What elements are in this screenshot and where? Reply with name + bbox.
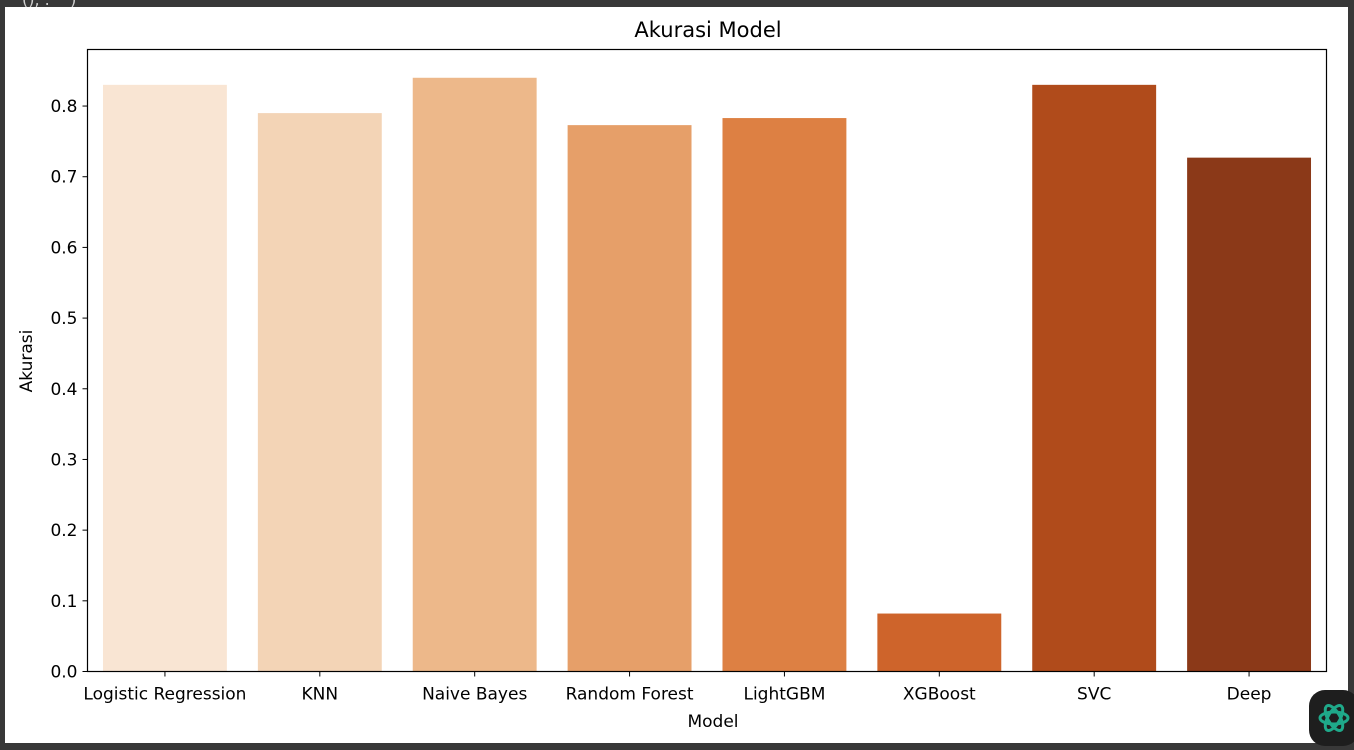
y-tick-label: 0.1 bbox=[50, 592, 77, 612]
bar-svc bbox=[1032, 84, 1157, 672]
x-tick-label: Logistic Regression bbox=[83, 685, 246, 705]
x-tick-label: Naive Bayes bbox=[422, 685, 527, 705]
y-tick-label: 0.5 bbox=[50, 309, 77, 329]
bar-naive-bayes bbox=[412, 77, 537, 672]
assistant-badge[interactable] bbox=[1309, 690, 1354, 746]
x-tick-label: KNN bbox=[302, 685, 339, 705]
y-tick-label: 0.8 bbox=[50, 97, 77, 117]
y-tick-label: 0.2 bbox=[50, 521, 77, 541]
bar-deep bbox=[1187, 157, 1312, 672]
bar-logistic-regression bbox=[102, 84, 227, 672]
y-tick-label: 0.3 bbox=[50, 450, 77, 470]
y-tick-label: 0.6 bbox=[50, 238, 77, 258]
x-tick-label: SVC bbox=[1077, 685, 1111, 705]
x-tick-label: Random Forest bbox=[566, 685, 694, 705]
plot-frame bbox=[86, 48, 1328, 673]
y-axis-label: Akurasi bbox=[17, 330, 37, 393]
bar-lightgbm bbox=[722, 118, 847, 672]
x-tick-label: LightGBM bbox=[743, 685, 825, 705]
bar-knn bbox=[257, 113, 382, 672]
x-tick-label: Deep bbox=[1227, 685, 1272, 705]
y-tick-label: 0.4 bbox=[50, 380, 77, 400]
y-tick-label: 0.7 bbox=[50, 168, 77, 188]
spark-knot-icon bbox=[1318, 704, 1350, 732]
chart-figure: Akurasi Model 0.0 0.1 0.2 0.3 0.4 0.5 0.6 0.7 0.… bbox=[5, 7, 1348, 743]
bar-random-forest bbox=[567, 125, 692, 672]
x-axis-label: Model bbox=[687, 712, 738, 732]
y-tick-label: 0.0 bbox=[50, 663, 77, 683]
x-tick-label: XGBoost bbox=[903, 685, 976, 705]
bar-chart: Akurasi Model 0.0 0.1 0.2 0.3 0.4 0.5 0.6 0.7 0.… bbox=[17, 18, 1328, 732]
cell-output-fragment: (), . ) bbox=[22, 0, 76, 9]
bar-xgboost bbox=[877, 613, 1002, 672]
chart-title: Akurasi Model bbox=[634, 18, 781, 42]
